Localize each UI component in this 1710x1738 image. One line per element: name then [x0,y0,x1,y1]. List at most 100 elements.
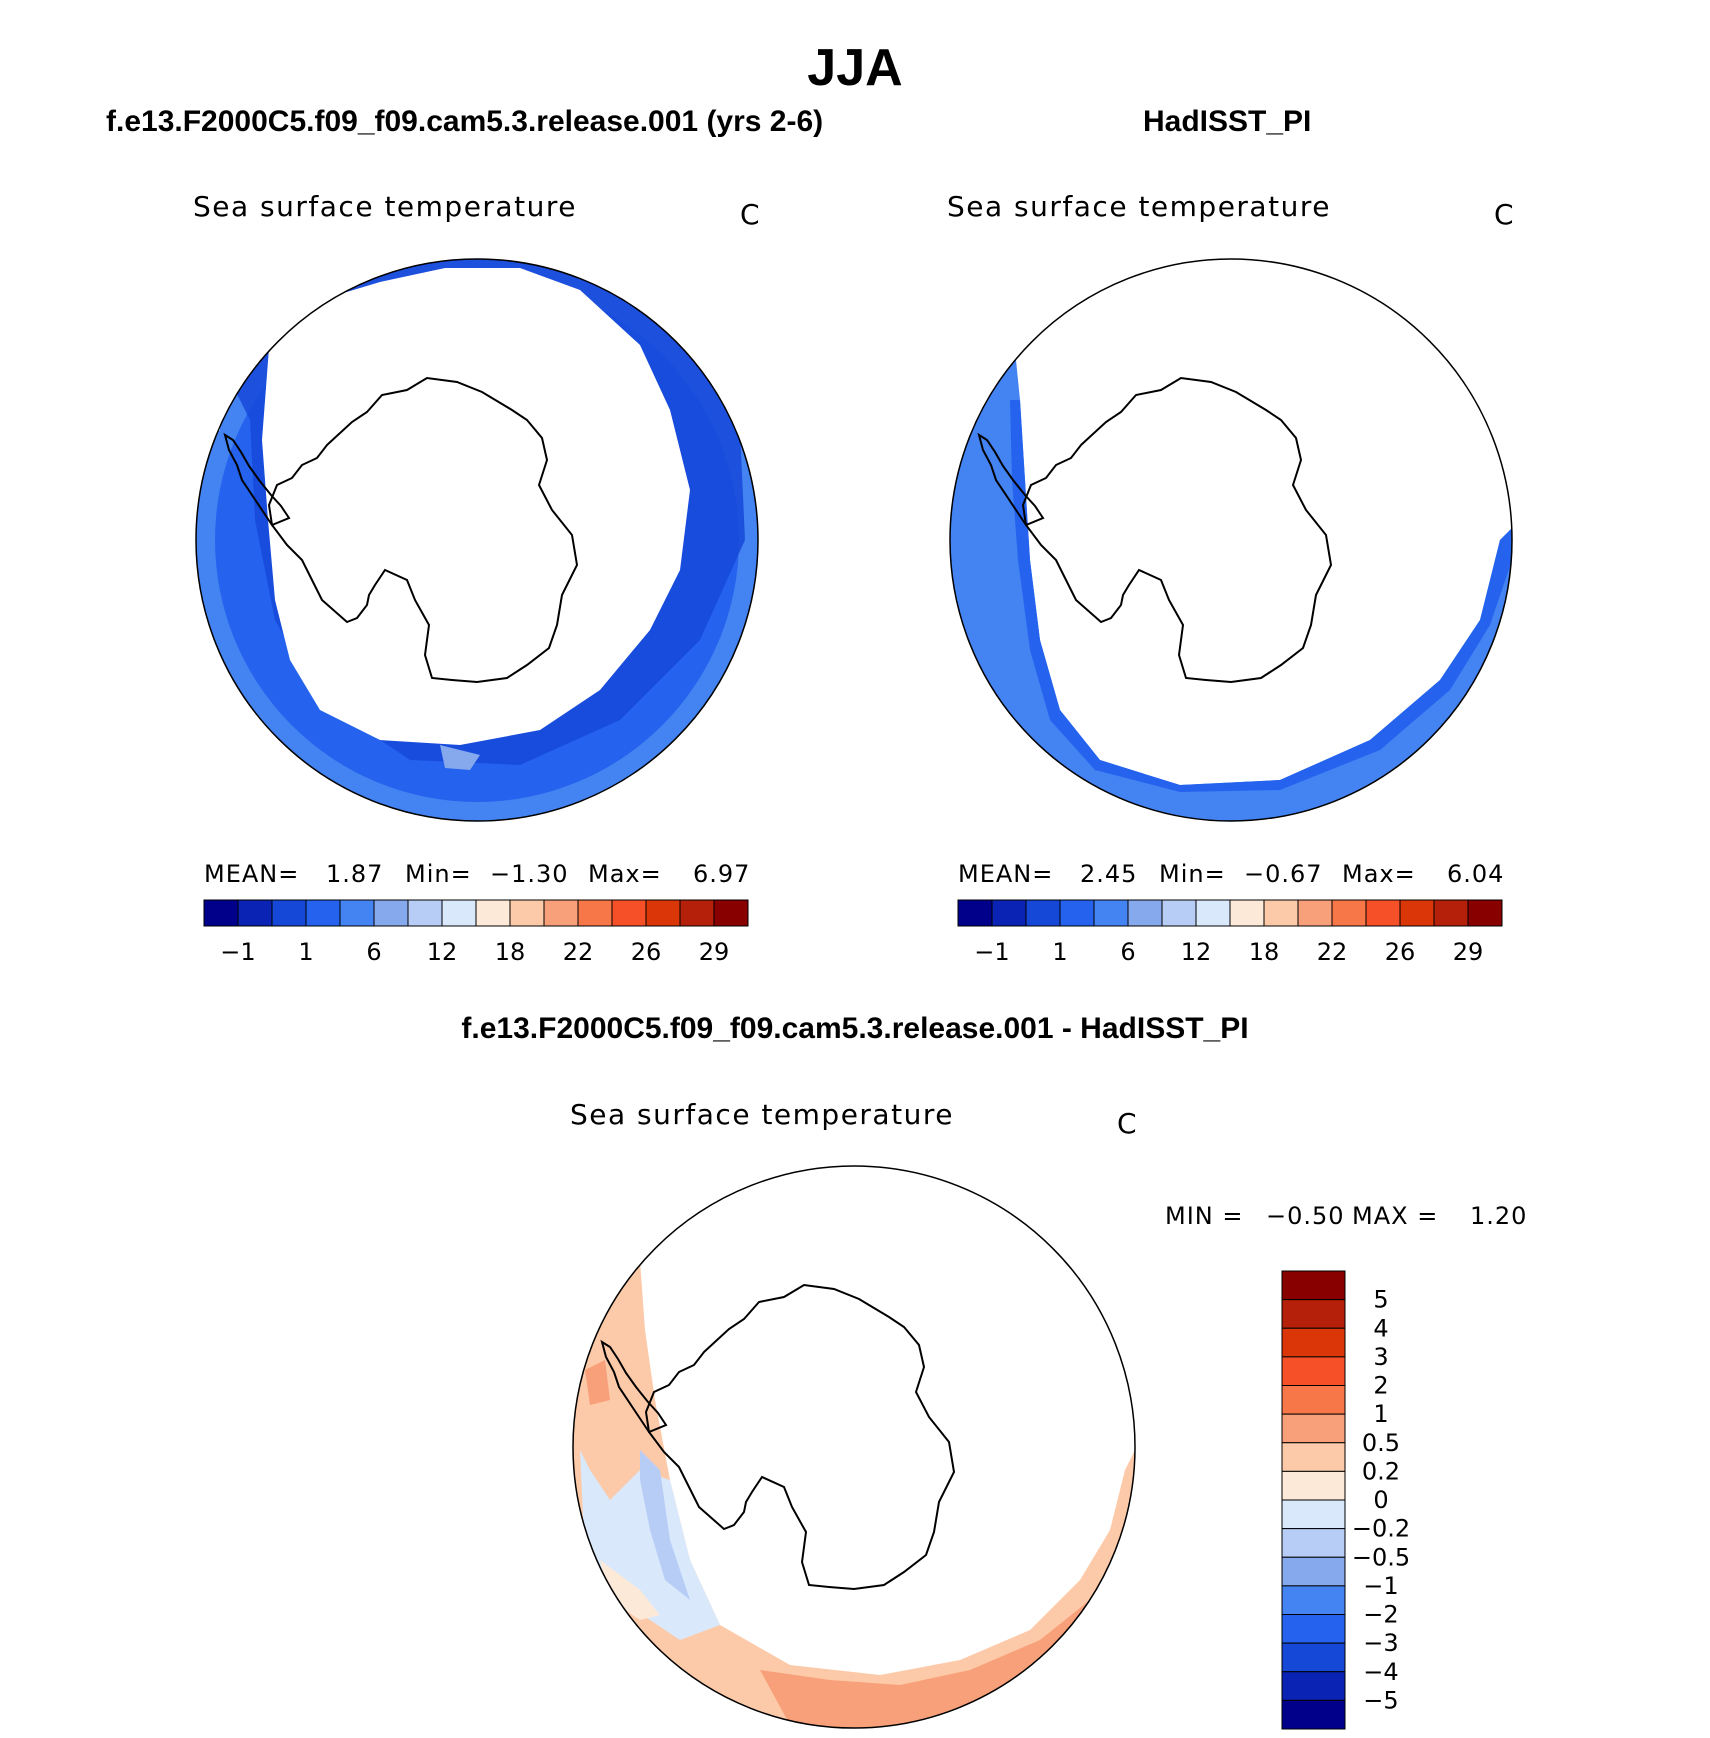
colorbar-swatch [611,899,647,927]
stat-mean-value-obs: 2.45 [1080,860,1138,888]
colorbar-tick-label: −0.2 [1352,1515,1410,1543]
figure-title: JJA [807,39,903,97]
colorbar-swatch [1127,899,1163,927]
colorbar-swatch [957,899,993,927]
colorbar-tick-label: −5 [1363,1686,1398,1714]
colorbar-tick-label: 26 [1385,938,1416,966]
stat-min-value-obs: −0.67 [1244,860,1323,888]
colorbar-tick-label: 1 [298,938,313,966]
colorbar-swatch [1281,1299,1346,1329]
colorbar-tick-label: 29 [1453,938,1484,966]
colorbar-swatch [1331,899,1367,927]
panel-title-obs: HadISST_PI [1143,105,1312,138]
colorbar-tick-label: 6 [366,938,381,966]
colorbar-tick-label: 5 [1373,1286,1388,1314]
colorbar-swatch [1229,899,1265,927]
colorbar-swatch [237,899,273,927]
stat-min-label-difference: MIN = [1165,1202,1244,1230]
colorbar-tick-label: 0.2 [1362,1457,1400,1485]
map-panel-obs [949,258,1513,822]
colorbar-tick-label: 18 [1249,938,1280,966]
colorbar-swatch [407,899,443,927]
colorbar-swatch [1281,1671,1346,1701]
colorbar-swatch [1399,899,1435,927]
colorbar-tick-label: 12 [1181,938,1212,966]
colorbar-swatch [1281,1499,1346,1530]
colorbar-swatch [1281,1470,1346,1501]
stat-max-label-model: Max= [588,860,662,888]
colorbar-swatch [577,899,613,927]
colorbar-tick-label: 3 [1373,1343,1388,1371]
colorbar-tick-label: 12 [427,938,458,966]
colorbar-swatch [1263,899,1299,927]
colorbar-swatch [1433,899,1469,927]
stat-min-label-obs: Min= [1159,860,1226,888]
stat-max-value-model: 6.97 [693,860,751,888]
colorbar-tick-label: −0.5 [1352,1543,1410,1571]
colorbar-swatch [1281,1614,1346,1644]
colorbar-tick-label: 29 [699,938,730,966]
colorbar-swatch [1281,1270,1346,1301]
colorbar-swatch [339,899,375,927]
colorbar-swatch [1281,1642,1346,1673]
colorbar-tick-label: 2 [1373,1372,1388,1400]
colorbar-swatch [373,899,409,927]
stat-max-value-obs: 6.04 [1447,860,1505,888]
colorbar-tick-label: 1 [1373,1400,1388,1428]
stat-min-value-model: −1.30 [490,860,569,888]
colorbar-tick-label: 4 [1373,1314,1388,1342]
colorbar-swatch [1297,899,1333,927]
colorbar-swatch [991,899,1027,927]
map-panel-difference [572,1165,1136,1729]
colorbar-swatch [475,899,511,927]
colorbar-tick-label: 18 [495,938,526,966]
colorbar-tick-label: 1 [1052,938,1067,966]
stat-mean-label-model: MEAN= [204,860,300,888]
colorbar-swatch [1093,899,1129,927]
colorbar-tick-label: 22 [563,938,594,966]
colorbar-tick-label: 26 [631,938,662,966]
colorbar-model: −1 1 6 12 18 22 26 29 [203,899,749,966]
colorbar-tick-label: −4 [1363,1658,1398,1686]
colorbar-tick-label: −1 [220,938,255,966]
colorbar-swatch [305,899,341,927]
colorbar-swatch [1281,1585,1346,1615]
units-label-difference: C [1117,1107,1137,1140]
variable-label-obs: Sea surface temperature [947,190,1331,223]
colorbar-tick-label: −1 [974,938,1009,966]
colorbar-swatch [271,899,307,927]
panel-title-model: f.e13.F2000C5.f09_f09.cam5.3.release.001… [106,105,824,138]
colorbar-swatch [1161,899,1197,927]
colorbar-swatch [1467,899,1503,927]
colorbar-swatch [509,899,545,927]
stat-mean-value-model: 1.87 [326,860,384,888]
colorbar-swatch [1281,1385,1346,1415]
stat-max-value-difference: 1.20 [1470,1202,1528,1230]
stat-mean-label-obs: MEAN= [958,860,1054,888]
colorbar-swatch [679,899,715,927]
colorbar-swatch [1281,1442,1346,1472]
colorbar-tick-label: −3 [1363,1629,1398,1657]
map-panel-model [195,258,759,822]
colorbar-swatch [1025,899,1061,927]
variable-label-difference: Sea surface temperature [570,1098,954,1131]
colorbar-swatch [1281,1556,1346,1587]
stat-min-value-difference: −0.50 [1266,1202,1345,1230]
colorbar-tick-label: 6 [1120,938,1135,966]
colorbar-swatch [1281,1699,1346,1730]
colorbar-tick-label: 0.5 [1362,1429,1400,1457]
colorbar-obs: −1 1 6 12 18 22 26 29 [957,899,1503,966]
colorbar-tick-label: −1 [1363,1572,1398,1600]
colorbar-tick-label: 22 [1317,938,1348,966]
colorbar-swatch [1059,899,1095,927]
colorbar-tick-label: 0 [1373,1486,1388,1514]
panel-title-difference: f.e13.F2000C5.f09_f09.cam5.3.release.001… [461,1012,1249,1045]
colorbar-swatch [645,899,681,927]
colorbar-swatch [1195,899,1231,927]
colorbar-swatch [1365,899,1401,927]
colorbar-swatch [1281,1356,1346,1386]
colorbar-swatch [1281,1528,1346,1558]
colorbar-swatch [203,899,239,927]
